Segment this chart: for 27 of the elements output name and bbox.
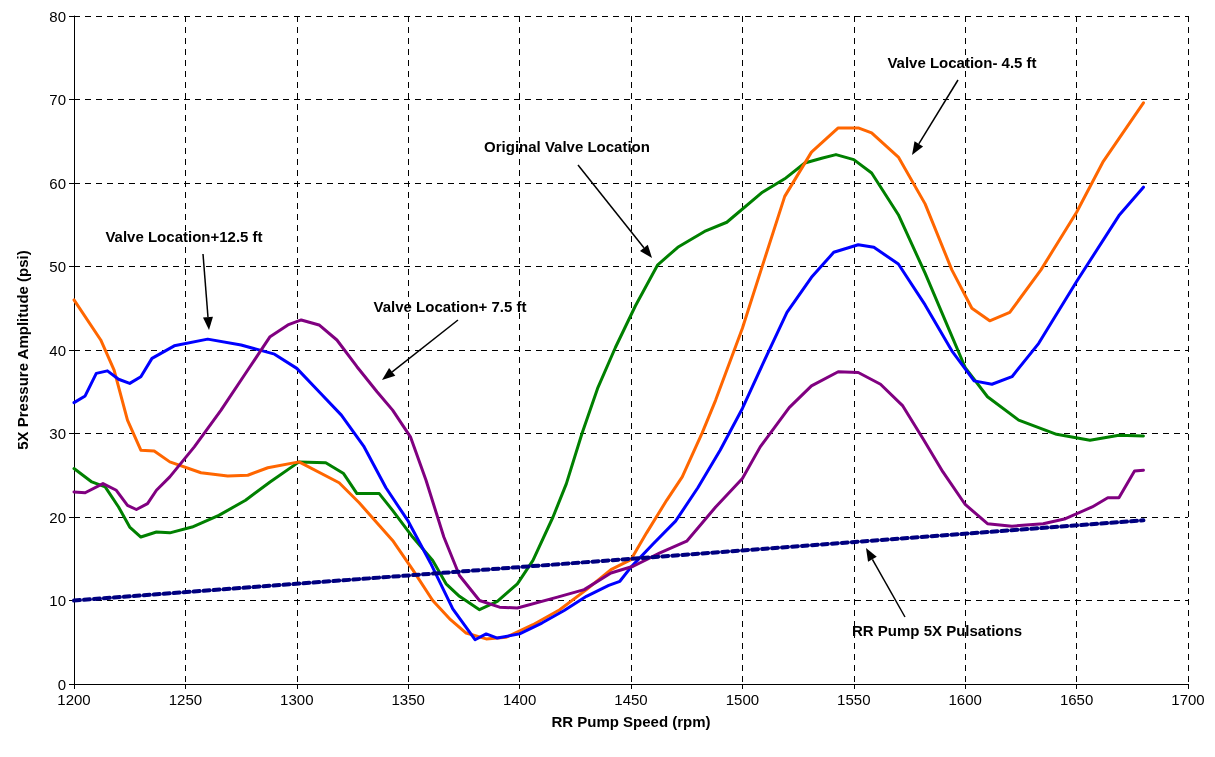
x-tick-label: 1600 [948,691,982,708]
x-tick-label: 1650 [1059,691,1094,708]
annotation: Original Valve Location [484,137,650,155]
x-tick-label: 1300 [280,691,314,708]
y-tick-label: 70 [49,91,66,108]
x-tick-label: 1250 [168,691,203,708]
x-axis-title: RR Pump Speed (rpm) [551,713,711,730]
x-tick-label: 1450 [614,691,648,708]
annotation: Valve Location+12.5 ft [105,227,263,245]
x-tick-label: 1400 [502,691,537,708]
x-tick-label: 1200 [57,691,91,708]
y-tick-label: 10 [49,592,66,609]
y-tick-label: 40 [49,341,66,359]
x-tick-label: 1550 [837,691,871,708]
y-tick-label: 30 [49,425,66,442]
annotation: RR Pump 5X Pulsations [851,621,1023,639]
y-tick-label: 20 [49,508,66,526]
annotation: Valve Location- 4.5 ft [887,53,1037,71]
x-tick-label: 1500 [725,691,760,708]
y-tick-label: 60 [49,174,66,192]
x-tick-label: 1700 [1171,691,1205,708]
y-tick-label: 80 [49,7,66,25]
y-axis-title: 5X Pressure Amplitude (psi) [14,250,31,450]
y-tick-label: 0 [57,675,66,693]
y-tick-label: 50 [49,258,66,275]
line-series [72,318,1145,610]
x-tick-label: 1350 [391,691,425,708]
